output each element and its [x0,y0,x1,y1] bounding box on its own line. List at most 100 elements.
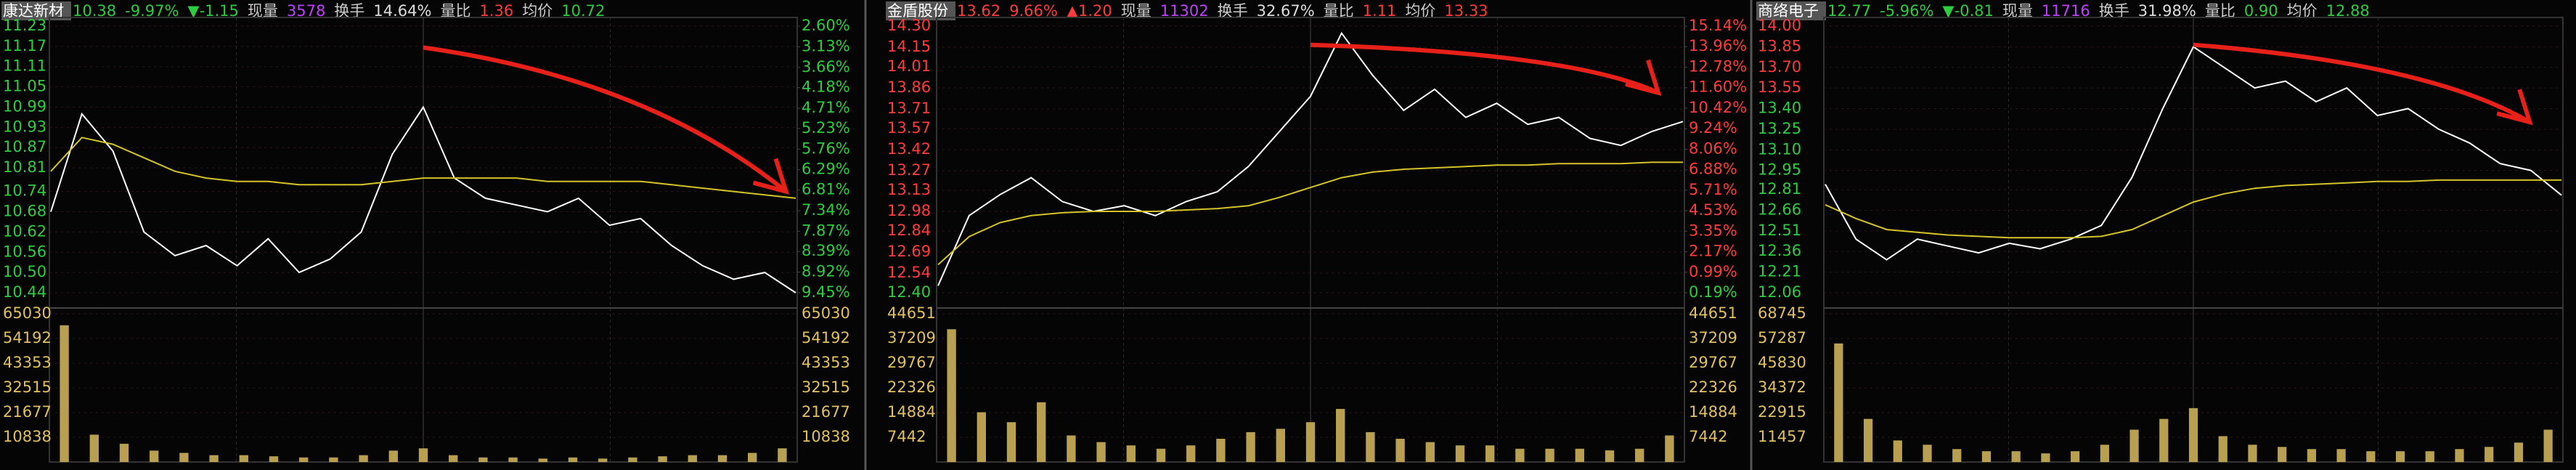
y2-tick-label: 8.92% [802,263,850,280]
y-tick-label: 14.30 [887,17,931,34]
volume-bar [2041,453,2050,462]
volume-tick-label: 21677 [3,403,52,421]
volume-bar [1981,451,1992,462]
y-tick-label: 13.13 [887,181,931,198]
y-tick-label: 13.55 [1758,78,1801,96]
y2-tick-label: 9.45% [802,283,850,301]
volume-bar [778,448,787,462]
volume-bar [2218,436,2227,462]
y-tick-label: 12.06 [1758,283,1801,301]
volume-bar [2100,445,2109,462]
volume-bar [2071,451,2080,462]
y2-tick-label: 5.23% [802,119,850,137]
volume-bar [1455,445,1465,462]
y2-tick-label: 7.87% [802,222,850,239]
volume-bar [2159,418,2169,462]
y-tick-label: 10.93 [3,118,46,135]
y2-tick-label: 5.71% [1689,181,1737,198]
volume-bar [209,455,219,462]
y-tick-label: 12.84 [887,222,931,239]
volume-tick-label: 7442 [887,428,926,445]
volume-bar [239,455,248,462]
y2-tick-label: 2.17% [1689,243,1737,260]
y-tick-label: 13.27 [887,161,931,179]
y-tick-label: 11.17 [3,37,46,54]
volume-tick-label-right: 65030 [802,304,850,322]
y2-tick-label: 11.60% [1689,78,1747,96]
volume-tick-label: 44651 [887,304,936,322]
stock-name: 商络电子 [1758,2,1819,20]
y-tick-label: 12.51 [1758,222,1801,239]
y2-tick-label: 0.19% [1689,283,1737,301]
y-tick-label: 13.25 [1758,120,1801,137]
volume-tick-label: 34372 [1758,378,1806,396]
volume-bar [1545,448,1554,462]
volume-bar [60,325,69,462]
volume-bar [1515,448,1525,462]
y-tick-label: 12.95 [1758,161,1801,179]
y-tick-label: 10.56 [3,243,46,260]
volume-tick-label: 45830 [1758,354,1806,371]
y2-tick-label: 8.06% [1689,139,1737,157]
volume-tick-label: 54192 [3,329,52,347]
y-tick-label: 14.01 [887,57,931,75]
volume-bar [1067,435,1076,462]
volume-bar [1216,439,1226,462]
volume-bar [1605,450,1615,462]
y2-tick-label: 0.99% [1689,263,1737,280]
volume-bar [2366,451,2376,462]
volume-bar [1096,442,1106,462]
y-tick-label: 10.74 [3,182,46,200]
volume-bar [688,455,697,462]
volume-tick-label: 22326 [887,378,936,396]
y2-tick-label: 10.42% [1689,99,1747,116]
volume-bar [717,455,727,462]
volume-bar [1863,418,1873,462]
volume-bar [2278,447,2287,462]
y2-tick-label: 6.88% [1689,161,1737,178]
volume-bar [538,458,547,462]
volume-bar [299,457,309,462]
volume-tick-label: 32515 [3,378,52,396]
volume-bar [1952,449,1962,462]
arrow-head [2496,89,2533,126]
y2-tick-label: 7.34% [802,201,850,219]
volume-tick-label-right: 37209 [1689,329,1737,347]
volume-tick-label: 37209 [887,329,936,347]
volume-bar [1923,445,1932,462]
y-tick-label: 10.87 [3,138,46,155]
y2-tick-label: 6.29% [802,161,850,178]
volume-bar [1834,343,1843,462]
volume-tick-label: 29767 [887,354,936,371]
volume-bar [1485,445,1495,462]
volume-bar [748,453,757,462]
volume-bar [150,450,159,462]
volume-bar [449,455,458,462]
volume-bar [1665,435,1674,462]
volume-bar [2425,451,2434,462]
volume-tick-label: 57287 [1758,329,1806,347]
average-line [937,161,1683,266]
y-tick-label: 10.81 [3,158,46,176]
y-tick-label: 10.44 [3,283,46,301]
volume-tick-label: 11457 [1758,428,1806,445]
y2-tick-label: 13.96% [1689,37,1747,54]
volume-bar [119,443,129,462]
volume-bar [1336,408,1345,462]
volume-bar [1276,429,1285,462]
volume-bar [628,457,637,462]
volume-tick-label-right: 22326 [1689,378,1737,396]
volume-bar [1156,448,1166,462]
volume-bar [2514,442,2524,462]
volume-bar [1575,448,1584,462]
title-bg [1756,1,1826,20]
average-line [1825,179,2561,239]
volume-tick-label: 22915 [1758,403,1806,421]
y2-tick-label: 3.13% [802,37,850,54]
volume-bar [1037,402,1046,462]
volume-bar [658,456,667,462]
volume-bar [1186,445,1196,462]
volume-tick-label: 43353 [3,354,52,371]
